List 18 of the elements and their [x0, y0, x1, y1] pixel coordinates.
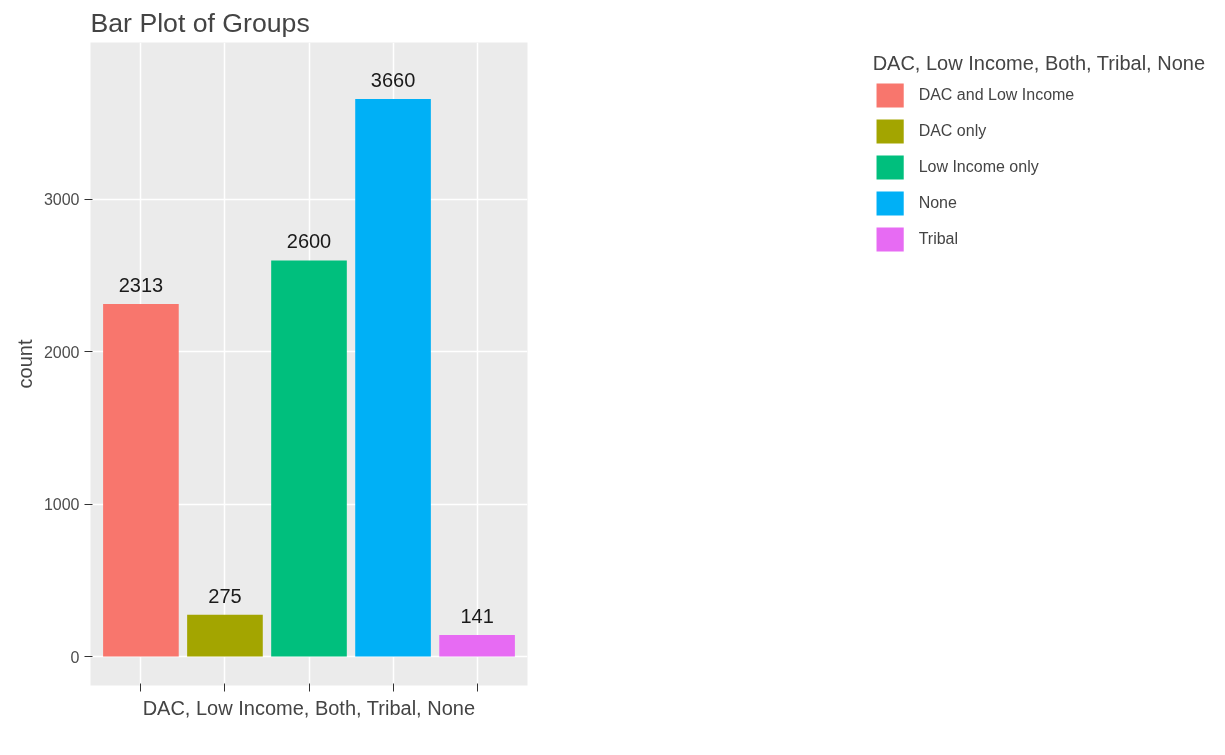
data-label: 275: [208, 584, 242, 607]
legend-label: DAC only: [918, 122, 987, 140]
legend-label: None: [918, 194, 957, 212]
legend-title: DAC, Low Income, Both, Tribal, None: [872, 52, 1205, 75]
x-axis-title: DAC, Low Income, Both, Tribal, None: [142, 696, 476, 719]
legend-label: Tribal: [918, 230, 959, 248]
data-label: 2313: [118, 274, 164, 297]
legend-label: DAC and Low Income: [918, 86, 1075, 104]
data-label: 2600: [286, 230, 332, 253]
data-label: 141: [460, 605, 494, 628]
y-tick-label: 2000: [43, 343, 80, 361]
y-tick-label: 1000: [43, 496, 80, 514]
y-tick-label: 3000: [43, 191, 80, 209]
y-tick-label: 0: [70, 648, 80, 666]
chart-title: Bar Plot of Groups: [90, 7, 310, 38]
legend-label: Low Income only: [918, 158, 1039, 176]
y-axis-title: count: [13, 339, 36, 389]
data-label: 3660: [370, 68, 416, 91]
